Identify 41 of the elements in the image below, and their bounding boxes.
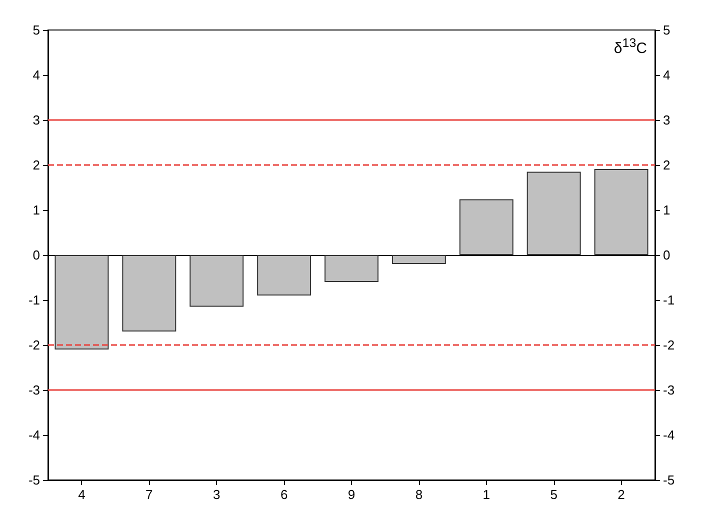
y2-tick-label: 1	[663, 202, 670, 218]
bar	[190, 255, 244, 307]
bar	[54, 255, 109, 350]
bar	[594, 169, 648, 255]
x-tick-label: 4	[78, 487, 86, 502]
bar	[257, 255, 312, 296]
x-tick-label: 2	[618, 487, 625, 502]
bar	[392, 255, 446, 264]
y-tick-label: 2	[32, 158, 40, 172]
x-tick-label: 3	[212, 487, 220, 502]
bar	[122, 255, 176, 332]
y-tick-label: 3	[32, 112, 40, 128]
y2-tick-label: 4	[663, 68, 670, 82]
x-tick-label: 7	[146, 487, 153, 502]
y2-tick-label: 5	[663, 22, 670, 38]
y2-tick-label: 0	[663, 248, 670, 262]
y2-tick-label: 2	[663, 158, 670, 172]
y-tick-label: -2	[28, 338, 40, 352]
bar	[459, 199, 514, 255]
y2-axis-title: δ$^{13}$C	[614, 35, 647, 58]
y-tick-label: -1	[28, 292, 40, 308]
y-tick-label: 0	[32, 248, 40, 262]
y-tick-label: -5	[28, 472, 40, 488]
bar	[526, 172, 581, 255]
y2-tick-label: 3	[663, 112, 670, 128]
y2-tick-label: -1	[663, 292, 675, 308]
x-tick-label: 5	[550, 487, 558, 502]
y-tick-label: 5	[32, 22, 40, 38]
y-tick-label: 4	[32, 68, 40, 82]
y2-tick-label: -2	[663, 338, 675, 352]
x-tick-label: 9	[348, 487, 356, 502]
y2-tick-label: -3	[663, 382, 675, 398]
y-tick-label: -4	[28, 428, 40, 442]
x-tick-label: 1	[482, 487, 490, 502]
y2-tick-label: -5	[663, 472, 675, 488]
x-tick-label: 6	[280, 487, 288, 502]
bar	[324, 255, 378, 282]
y-tick-label: -3	[28, 382, 40, 398]
x-tick-label: 8	[415, 487, 423, 502]
y-tick-label: 1	[32, 202, 40, 218]
y2-tick-label: -4	[663, 428, 675, 442]
